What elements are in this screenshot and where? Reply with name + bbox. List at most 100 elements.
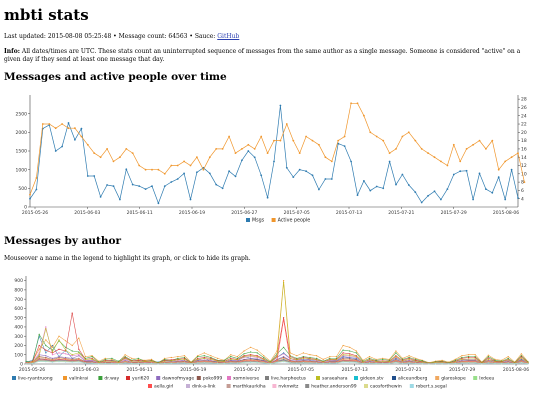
- author-data-point: [349, 350, 351, 352]
- legend-author-label[interactable]: marthkaurkiha: [233, 384, 266, 390]
- legend-swatch[interactable]: [316, 376, 320, 380]
- author-data-point: [217, 360, 219, 362]
- author-data-point: [507, 357, 509, 359]
- legend-author-label[interactable]: dink-a-link: [192, 384, 216, 390]
- data-point: [106, 148, 108, 150]
- author-data-point: [243, 356, 245, 359]
- legend-swatch[interactable]: [148, 384, 152, 388]
- legend-swatch[interactable]: [246, 218, 250, 222]
- author-data-point: [349, 346, 351, 348]
- data-point: [485, 188, 487, 190]
- author-data-point: [236, 359, 238, 361]
- data-point: [504, 160, 507, 163]
- legend-author-label[interactable]: lxdeeu: [479, 376, 494, 382]
- author-data-point: [401, 359, 404, 361]
- author-data-point: [65, 353, 67, 355]
- legend-author-label[interactable]: dawnofmyage: [162, 376, 194, 382]
- author-data-point: [250, 355, 252, 357]
- author-data-point: [137, 357, 139, 359]
- y2-tick-label: 8: [521, 180, 524, 186]
- messages-by-author-chart: 0 100 200 300 400 500 600 700 800 900 2015-05-26 20…: [12, 276, 529, 390]
- x-tick-label: 2015-07-21: [388, 210, 414, 216]
- author-data-point: [263, 358, 265, 360]
- author-data-point: [296, 357, 298, 359]
- legend-swatch[interactable]: [226, 384, 231, 388]
- author-data-point: [408, 358, 410, 360]
- legend-author-label[interactable]: caosforthewin: [370, 384, 402, 390]
- author-data-point: [71, 344, 73, 347]
- legend-swatch[interactable]: [98, 376, 103, 380]
- legend-swatch[interactable]: [227, 376, 231, 380]
- legend-author-label[interactable]: heather.anderson99: [311, 384, 357, 390]
- legend-author-label[interactable]: yuri620: [132, 376, 149, 382]
- legend-author-label[interactable]: live-ryantruong: [18, 376, 53, 382]
- author-data-point: [256, 352, 258, 354]
- x-tick-label: 2015-06-11: [126, 367, 152, 373]
- author-data-point: [263, 362, 265, 364]
- author-data-point: [368, 359, 371, 361]
- author-data-point: [124, 359, 126, 361]
- y-tick-label: 800: [14, 287, 23, 293]
- x-tick-label: 2015-06-27: [234, 367, 260, 373]
- author-data-point: [104, 359, 106, 361]
- legend-swatch[interactable]: [354, 376, 358, 380]
- author-data-point: [501, 359, 503, 361]
- legend-author-label[interactable]: live.harpheetus: [271, 376, 307, 382]
- legend-swatch[interactable]: [271, 218, 276, 222]
- legend-author-label[interactable]: poko999: [203, 376, 223, 382]
- legend-swatch[interactable]: [272, 384, 277, 388]
- author-data-point: [395, 350, 397, 352]
- legend-author-label[interactable]: aella.girl: [154, 384, 173, 390]
- legend-swatch[interactable]: [435, 376, 440, 380]
- author-data-point: [91, 362, 93, 364]
- x-tick-label: 2015-06-03: [73, 367, 99, 373]
- legend-label[interactable]: Active people: [278, 218, 311, 224]
- author-data-point: [362, 363, 364, 365]
- author-data-point: [38, 360, 40, 362]
- author-data-point: [487, 356, 489, 358]
- data-point: [510, 156, 513, 159]
- author-data-point: [91, 358, 93, 360]
- legend-swatch[interactable]: [63, 376, 67, 380]
- legend-author-label[interactable]: saraeahara: [322, 376, 348, 382]
- legend-author-label[interactable]: valinkrai: [69, 376, 88, 382]
- legend-swatch[interactable]: [392, 376, 396, 380]
- legend-author-label[interactable]: nvknwitz: [278, 384, 299, 390]
- data-point: [504, 198, 507, 201]
- legend-swatch[interactable]: [305, 384, 310, 388]
- author-data-point: [316, 359, 318, 361]
- author-data-point: [283, 346, 285, 348]
- legend-author-label[interactable]: gideon.stv: [360, 376, 384, 382]
- legend-swatch[interactable]: [126, 376, 130, 380]
- legend-label[interactable]: Msgs: [252, 218, 265, 224]
- legend-swatch[interactable]: [12, 376, 16, 380]
- author-data-point: [144, 359, 146, 361]
- legend-swatch[interactable]: [196, 376, 201, 380]
- data-point: [144, 188, 147, 190]
- info-paragraph: Info: All dates/times are UTC. These sta…: [4, 48, 534, 64]
- author-data-point: [230, 362, 232, 364]
- legend-swatch[interactable]: [265, 376, 269, 380]
- github-link[interactable]: GitHub: [217, 33, 240, 40]
- legend-swatch[interactable]: [156, 376, 161, 380]
- legend-swatch[interactable]: [186, 384, 190, 388]
- legend-swatch[interactable]: [409, 384, 414, 388]
- legend-author-label[interactable]: dr.way: [104, 376, 119, 382]
- author-data-point: [355, 362, 357, 364]
- legend-swatch[interactable]: [364, 384, 368, 388]
- author-data-point: [415, 357, 417, 359]
- author-data-point: [104, 362, 106, 364]
- legend-author-label[interactable]: aliceundberg: [398, 376, 427, 382]
- y-tick-label: 900: [14, 278, 23, 284]
- legend-author-label[interactable]: glaroskope: [441, 376, 466, 382]
- author-data-point: [170, 356, 172, 359]
- y-tick-label: 400: [14, 325, 23, 331]
- data-point: [343, 135, 346, 138]
- legend-swatch[interactable]: [473, 376, 478, 380]
- data-point: [29, 193, 31, 196]
- legend-author-label[interactable]: xomniverse: [233, 376, 259, 382]
- author-data-point: [38, 355, 40, 357]
- legend-author-label[interactable]: robert.s.segal: [416, 384, 447, 390]
- data-point: [510, 168, 513, 171]
- author-data-point: [468, 354, 470, 356]
